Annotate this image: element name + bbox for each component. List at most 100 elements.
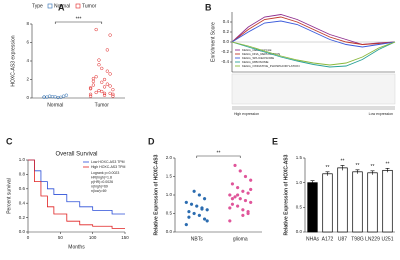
data-point [249, 187, 253, 192]
data-point [53, 95, 57, 99]
data-point [88, 92, 93, 96]
data-point [249, 178, 253, 182]
survival-curve [28, 159, 125, 229]
significance-label: ** [341, 159, 345, 165]
data-point [228, 219, 232, 223]
x-tick-label: LN229 [365, 236, 380, 242]
data-point [111, 88, 115, 92]
data-point [197, 193, 202, 197]
x-tick-label: T98G [351, 236, 364, 242]
data-point [102, 93, 107, 97]
panel-label: C [6, 136, 13, 146]
y-tick-label: 0 [26, 95, 29, 100]
data-point [97, 88, 101, 93]
y-tick-label: 0.5 [296, 205, 303, 210]
legend-label: Normal [54, 3, 70, 9]
panel-label: D [148, 136, 155, 146]
data-point [233, 163, 237, 168]
x-tick-label: U87 [338, 236, 347, 242]
data-point [205, 219, 209, 223]
enrichment-line [231, 41, 396, 68]
y-tick-label: -0.4 [221, 59, 229, 64]
data-point [61, 94, 66, 98]
data-point [235, 185, 240, 190]
significance-label: ** [356, 163, 360, 169]
x-tick-label: 50 [58, 235, 64, 240]
y-tick-label: 1.5 [296, 155, 303, 160]
y-tick-label: 2.0 [166, 155, 173, 160]
y-axis-label: HOXC-AS3 expression [10, 35, 16, 86]
enrichment-line [231, 41, 396, 66]
data-point [189, 202, 194, 206]
stat-label: n(low)=69 [91, 189, 107, 193]
data-point [197, 213, 202, 218]
y-tick-label: -0.2 [221, 49, 229, 54]
data-point [48, 94, 52, 98]
data-point [64, 93, 69, 97]
data-point [195, 204, 199, 208]
significance-label: ** [386, 162, 390, 168]
error-bar [325, 171, 330, 176]
data-point [88, 86, 93, 90]
x-tick-label: A172 [322, 236, 334, 242]
y-tick-label: 0.4 [223, 19, 230, 24]
panel-label: E [272, 136, 278, 146]
data-point [230, 197, 235, 201]
bar [382, 169, 393, 233]
data-point [102, 85, 107, 89]
bar [307, 182, 318, 233]
y-tick-label: 0.0 [223, 39, 230, 44]
data-point [100, 80, 104, 84]
panel-label: A [58, 2, 65, 12]
y-tick-label: 1.0 [296, 180, 303, 185]
x-tick-label: U251 [382, 236, 394, 242]
error-bar [355, 169, 360, 174]
data-point [91, 79, 96, 83]
data-point [249, 200, 253, 205]
x-tick-label: Tumor [95, 102, 110, 108]
data-point [108, 91, 112, 96]
data-point [243, 198, 248, 203]
rank-label: Low expression [369, 112, 393, 116]
data-point [228, 193, 232, 197]
legend-swatch [75, 3, 81, 9]
y-tick-label: 0.8 [19, 172, 26, 177]
x-tick-label: 150 [121, 235, 129, 240]
error-bar [385, 168, 390, 173]
data-point [243, 174, 248, 179]
enrichment-line [231, 16, 396, 45]
data-point [230, 182, 235, 186]
panel-label: B [205, 2, 212, 12]
significance-label: ** [217, 150, 221, 156]
rank-bar [232, 106, 395, 110]
y-axis-label: Enrichment Score [210, 22, 216, 62]
x-tick-label: glioma [233, 236, 248, 242]
y-tick-label: 0.2 [223, 29, 230, 34]
data-point [88, 87, 93, 91]
stat-label: p(HR)=0.0026 [91, 180, 113, 184]
x-tick-label: NHAs [306, 236, 320, 242]
y-tick-label: 0.0 [19, 229, 26, 234]
data-point [111, 94, 115, 98]
survival-curve [28, 159, 125, 215]
y-tick-label: 8 [26, 21, 29, 26]
data-point [91, 76, 96, 81]
data-point [100, 66, 104, 71]
y-tick-label: 0.4 [19, 200, 26, 205]
data-point [235, 193, 240, 197]
stat-label: Logrank p=0.0023 [91, 171, 119, 175]
significance-label: *** [76, 16, 82, 22]
stat-label: HR(high)=1.8 [91, 175, 112, 179]
y-tick-label: 4 [26, 58, 29, 63]
data-point [50, 94, 55, 99]
data-point [187, 215, 191, 219]
y-tick-label: 1.0 [166, 192, 173, 197]
error-bar [310, 180, 315, 185]
data-point [105, 48, 109, 52]
data-point [241, 213, 245, 218]
data-point [238, 197, 242, 201]
stat-label: n(high)=69 [91, 184, 108, 188]
error-bar [370, 170, 375, 175]
